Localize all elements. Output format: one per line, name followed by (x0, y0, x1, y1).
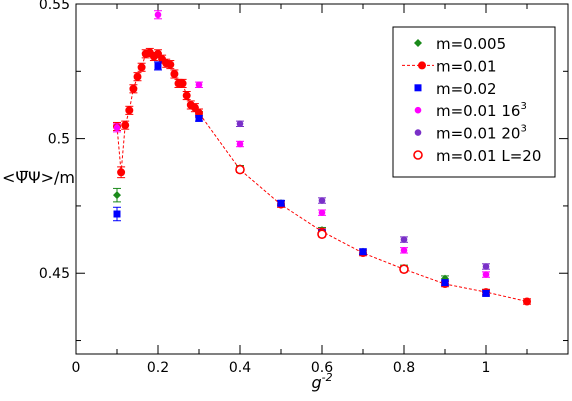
legend-marker (413, 150, 423, 160)
data-point (317, 229, 327, 239)
data-point (166, 60, 175, 69)
data-point (236, 140, 244, 148)
data-point (236, 120, 244, 128)
series-4 (236, 120, 490, 270)
data-point (129, 84, 138, 93)
data-point (441, 279, 449, 287)
x-tick-label: 0.6 (311, 360, 333, 376)
data-point (182, 91, 191, 100)
data-point (482, 271, 490, 278)
legend-item: m=0.02 (414, 80, 497, 98)
legend-label: m=0.01 L=20 (436, 147, 541, 165)
data-point (523, 297, 531, 306)
series-layer (113, 10, 531, 306)
legend-item: m=0.01 L=20 (413, 147, 541, 165)
data-point (113, 210, 121, 218)
y-tick-label: 0.5 (48, 132, 70, 148)
data-point (359, 248, 367, 256)
data-point (318, 197, 326, 204)
y-tick-label: 0.55 (39, 0, 70, 13)
legend-label-superscript: 3 (520, 124, 526, 135)
data-point (121, 121, 130, 130)
data-point (154, 62, 162, 70)
data-point (400, 236, 408, 243)
x-tick-label: 0.8 (393, 360, 415, 376)
legend-label: m=0.005 (436, 35, 506, 53)
legend-label: m=0.01 203 (436, 124, 527, 143)
x-tick-label: 0.2 (147, 360, 169, 376)
legend-marker (418, 61, 426, 70)
series-line (116, 51, 528, 302)
y-axis-title: <Ψ̅Ψ>/m (2, 168, 75, 187)
legend-label: m=0.01 163 (436, 101, 527, 120)
data-point (170, 70, 179, 78)
legend-item: m=0.01 163 (414, 101, 527, 120)
legend-label-superscript: 3 (520, 101, 526, 112)
legend-label: m=0.02 (436, 80, 497, 98)
data-point (125, 106, 134, 115)
data-point (400, 247, 408, 254)
series-3 (113, 10, 490, 278)
x-axis-title-superscript: -2 (322, 371, 333, 384)
axis-ticks: 0 0.2 0.4 0.6 0.8 1 0.45 0.5 0.55 (39, 0, 568, 376)
data-point (318, 209, 326, 216)
data-point (195, 81, 203, 89)
data-point (178, 79, 187, 88)
data-point (133, 72, 142, 81)
x-axis-title: g-2 (311, 371, 332, 392)
x-tick-label: 1 (482, 360, 491, 376)
legend-marker (414, 129, 422, 136)
y-tick-label: 0.45 (39, 266, 70, 282)
data-point (277, 199, 285, 207)
x-axis-title-base: g (311, 373, 321, 392)
data-point (113, 191, 121, 200)
data-point (399, 264, 409, 274)
series-5 (235, 164, 409, 274)
legend-item: m=0.01 (402, 57, 497, 75)
legend-marker (414, 39, 422, 47)
data-point (482, 289, 490, 297)
legend-item: m=0.01 203 (414, 124, 527, 143)
legend-marker (414, 106, 422, 114)
data-point (117, 168, 126, 177)
data-point (137, 63, 146, 72)
data-point (113, 124, 121, 132)
x-tick-label: 0 (72, 360, 81, 376)
legend-item: m=0.005 (414, 35, 506, 53)
data-point (195, 114, 203, 122)
legend-marker (414, 84, 422, 92)
x-tick-label: 0.4 (229, 360, 251, 376)
legend: m=0.005 m=0.01 m=0.02 m=0.01 163 m=0.01 203 m… (392, 26, 556, 178)
data-point (154, 11, 162, 19)
legend-label: m=0.01 (436, 57, 497, 75)
data-point (482, 263, 490, 270)
data-point (235, 164, 245, 175)
